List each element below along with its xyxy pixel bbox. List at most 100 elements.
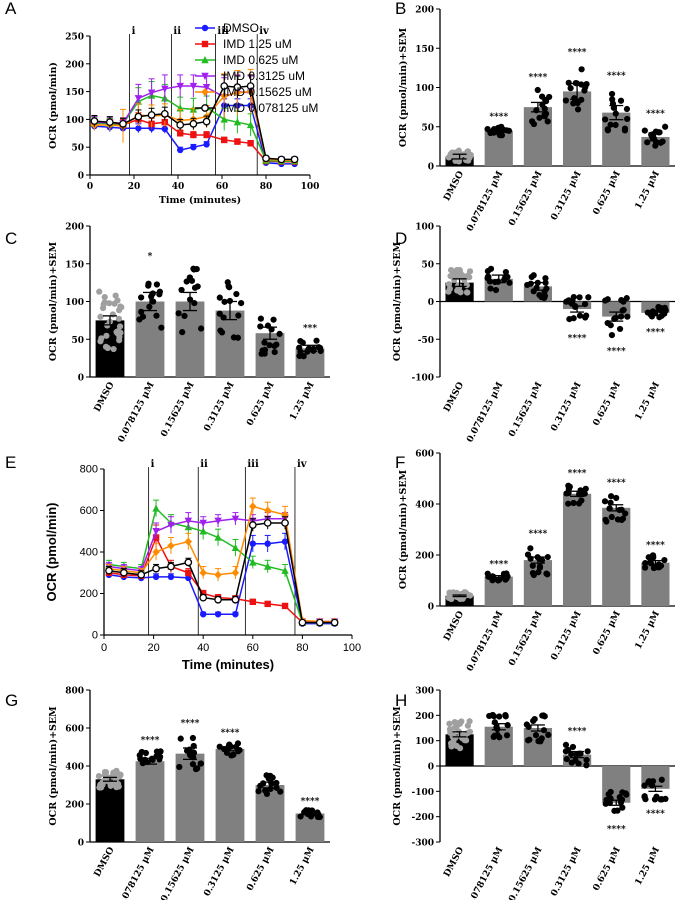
data-point bbox=[619, 804, 626, 811]
x-category-label: 0.625 μM bbox=[592, 610, 623, 657]
data-point bbox=[604, 126, 611, 133]
data-point bbox=[152, 573, 160, 581]
data-point bbox=[197, 760, 204, 767]
data-point bbox=[249, 502, 257, 511]
data-point bbox=[167, 521, 175, 530]
data-point bbox=[184, 537, 193, 546]
data-point bbox=[484, 268, 491, 275]
data-point bbox=[175, 310, 182, 317]
x-tick-label: 100 bbox=[343, 642, 361, 654]
data-point bbox=[583, 762, 590, 769]
data-point bbox=[606, 505, 613, 512]
data-point bbox=[233, 83, 242, 92]
data-point bbox=[231, 543, 240, 552]
data-point bbox=[299, 339, 306, 346]
data-point bbox=[541, 105, 548, 112]
legend-marker bbox=[201, 88, 209, 96]
data-point bbox=[655, 129, 662, 136]
x-category-label: 0.15625 μM bbox=[507, 610, 544, 668]
data-point bbox=[641, 793, 648, 800]
data-point bbox=[202, 117, 211, 126]
x-tick-label: 20 bbox=[147, 642, 159, 654]
data-point bbox=[139, 760, 146, 767]
data-point bbox=[112, 292, 119, 299]
x-category-label: 0.3125 μM bbox=[549, 170, 583, 223]
x-category-label: DMSO bbox=[93, 846, 117, 879]
x-tick-label: 40 bbox=[172, 182, 185, 192]
chart-g: 0 200 400 600 800 OCR (pmol/min)+SEM DMSO **** 0… bbox=[48, 687, 330, 900]
y-tick-label: 100 bbox=[65, 298, 84, 308]
x-category-label: 1.25 μM bbox=[634, 846, 662, 887]
panel-letter-c: C bbox=[5, 229, 17, 248]
data-point bbox=[156, 753, 164, 760]
data-point bbox=[604, 296, 611, 303]
data-point bbox=[189, 761, 197, 768]
data-point bbox=[200, 590, 207, 597]
y-tick-label: -300 bbox=[411, 839, 434, 849]
data-point bbox=[608, 493, 615, 500]
x-category-label: 0.625 μM bbox=[245, 381, 276, 428]
y-tick-label: 150 bbox=[65, 260, 84, 270]
data-point bbox=[494, 726, 501, 733]
x-category-label: 0.625 μM bbox=[592, 170, 623, 217]
data-point bbox=[661, 556, 668, 564]
data-point bbox=[576, 312, 584, 319]
data-point bbox=[602, 516, 609, 523]
data-point bbox=[152, 528, 160, 536]
data-point bbox=[491, 719, 498, 726]
data-point bbox=[147, 111, 156, 119]
data-point bbox=[445, 154, 452, 161]
y-tick-label: 0 bbox=[78, 374, 84, 384]
data-point bbox=[237, 300, 245, 307]
data-point bbox=[199, 593, 208, 602]
y-tick-label: -200 bbox=[411, 813, 434, 823]
data-point bbox=[110, 345, 117, 353]
significance-label: **** bbox=[607, 479, 626, 489]
data-point bbox=[570, 100, 577, 107]
data-point bbox=[602, 116, 609, 123]
data-point bbox=[662, 123, 669, 130]
data-point bbox=[539, 712, 546, 719]
legend-item-label: IMD 0.078125 uM bbox=[223, 101, 318, 115]
data-point bbox=[216, 310, 223, 317]
data-point bbox=[466, 154, 473, 161]
data-point bbox=[257, 315, 264, 322]
data-point bbox=[231, 515, 240, 523]
data-point bbox=[491, 732, 498, 739]
y-axis-label: OCR (pmol/min) bbox=[44, 503, 59, 602]
data-point bbox=[199, 568, 207, 577]
data-point bbox=[496, 713, 503, 720]
data-point bbox=[188, 277, 196, 284]
data-point bbox=[562, 748, 569, 755]
x-category-label: 0.3125 μM bbox=[549, 381, 583, 434]
data-point bbox=[189, 119, 198, 128]
data-point bbox=[246, 120, 255, 129]
data-point bbox=[177, 735, 184, 742]
y-tick-label: 200 bbox=[415, 6, 434, 16]
y-axis-label: OCR (pmol/min)+SEM bbox=[398, 27, 409, 147]
data-point bbox=[273, 779, 280, 787]
data-point bbox=[613, 494, 620, 502]
data-point bbox=[484, 273, 492, 280]
data-point bbox=[530, 571, 537, 579]
data-point bbox=[263, 506, 272, 515]
data-point bbox=[566, 483, 573, 490]
data-point bbox=[655, 303, 662, 311]
data-point bbox=[152, 564, 160, 573]
data-point bbox=[544, 553, 551, 561]
data-point bbox=[203, 131, 210, 139]
significance-label: **** bbox=[141, 736, 160, 746]
y-tick-label: 600 bbox=[80, 505, 98, 517]
data-point bbox=[315, 618, 324, 627]
data-point bbox=[221, 136, 228, 144]
data-point bbox=[496, 734, 503, 741]
data-point bbox=[185, 569, 192, 576]
y-tick-label: 200 bbox=[65, 223, 84, 233]
x-category-label: 0.078125 μM bbox=[465, 170, 505, 234]
x-tick-label: 80 bbox=[260, 182, 273, 192]
y-tick-label: 300 bbox=[415, 687, 434, 697]
data-point bbox=[160, 109, 169, 118]
data-point bbox=[203, 141, 210, 148]
data-point bbox=[161, 85, 169, 93]
